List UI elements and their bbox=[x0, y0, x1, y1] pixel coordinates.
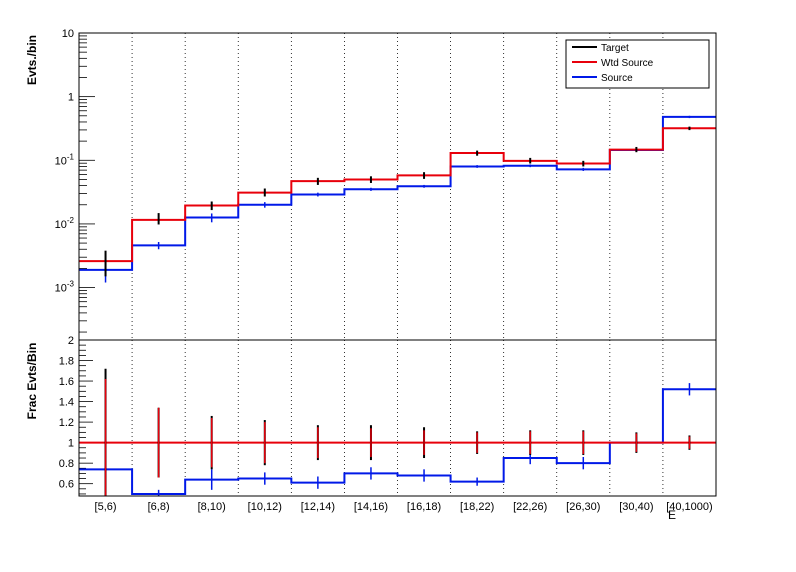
ratio-panel: 0.6 0.8 1 1.2 1.4 1.6 1.8 2 Frac Evts/Bin [5,6)… bbox=[25, 335, 717, 522]
ratio-y-tick-label: 1.4 bbox=[59, 397, 74, 409]
top-y-axis-label: Evts./bin bbox=[25, 35, 39, 85]
ratio-y-tick-label: 0.6 bbox=[59, 479, 74, 491]
top-error-bars bbox=[104, 115, 691, 283]
source-histogram bbox=[79, 115, 716, 271]
top-y-tick-label: 10 bbox=[62, 28, 74, 40]
x-tick-label: [26,30) bbox=[566, 501, 600, 513]
top-y-tick-label: 10-2 bbox=[55, 216, 75, 231]
legend-label-target: Target bbox=[601, 43, 629, 54]
ratio-y-tick-label: 1.8 bbox=[59, 356, 74, 368]
ratio-y-tick-label: 1.6 bbox=[59, 376, 74, 388]
x-tick-label: [22,26) bbox=[513, 501, 547, 513]
top-y-tick-exponent: -3 bbox=[67, 280, 75, 289]
x-tick-label: [6,8) bbox=[148, 501, 170, 513]
x-tick-label: [14,16) bbox=[354, 501, 388, 513]
x-tick-label: [16,18) bbox=[407, 501, 441, 513]
top-y-tick-base: 10 bbox=[55, 155, 67, 167]
x-tick-label: [10,12) bbox=[248, 501, 282, 513]
legend: Target Wtd Source Source bbox=[565, 39, 710, 89]
top-y-tick-label: 10-3 bbox=[55, 280, 75, 295]
top-y-tick-exponent: -1 bbox=[67, 152, 75, 161]
ratio-frame bbox=[78, 339, 717, 497]
top-y-tick-label: 10-1 bbox=[55, 152, 75, 167]
ratio-error-bars bbox=[104, 368, 691, 496]
top-y-tick-label: 1 bbox=[68, 92, 74, 104]
x-tick-label: [8,10) bbox=[198, 501, 226, 513]
x-tick-labels: [5,6) [6,8) [8,10) [10,12) [12,14) [14,16) [16… bbox=[95, 501, 713, 513]
ratio-series-lines bbox=[79, 388, 716, 495]
legend-label-source: Source bbox=[601, 73, 633, 84]
top-y-tick-base: 10 bbox=[55, 219, 67, 231]
ratio-y-axis-label: Frac Evts/Bin bbox=[25, 343, 39, 420]
top-y-tick-base: 10 bbox=[55, 283, 67, 295]
ratio-y-tick-label: 1 bbox=[68, 438, 74, 450]
x-tick-label: [12,14) bbox=[301, 501, 335, 513]
top-y-tick-exponent: -2 bbox=[67, 216, 75, 225]
x-tick-label: [18,22) bbox=[460, 501, 494, 513]
ratio-y-tick-label: 0.8 bbox=[59, 458, 74, 470]
x-tick-label: [5,6) bbox=[95, 501, 117, 513]
top-y-tick-base: 1 bbox=[68, 92, 74, 104]
top-y-tick-base: 10 bbox=[62, 28, 74, 40]
x-tick-label: [40,1000) bbox=[666, 501, 712, 513]
x-tick-label: [30,40) bbox=[619, 501, 653, 513]
ratio-y-tick-label: 1.2 bbox=[59, 417, 74, 429]
x-axis-label: E bbox=[668, 508, 676, 522]
top-series-lines bbox=[79, 115, 716, 271]
ratio-y-tick-label: 2 bbox=[68, 335, 74, 347]
wtd-source-histogram bbox=[79, 127, 716, 263]
legend-label-wtd-source: Wtd Source bbox=[601, 58, 654, 69]
ratio-source-histogram bbox=[79, 388, 716, 495]
